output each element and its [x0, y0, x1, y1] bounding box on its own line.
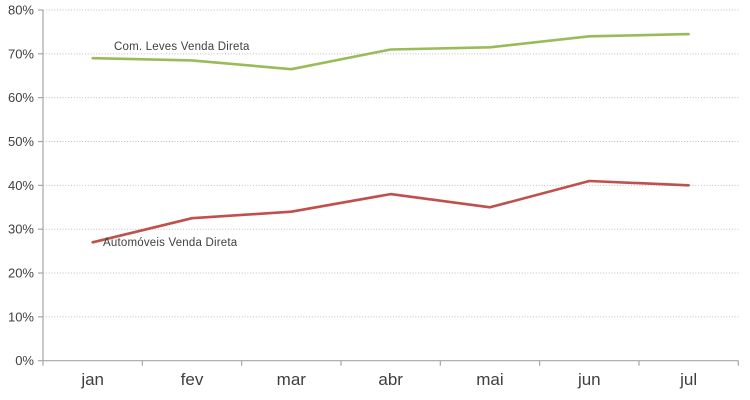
x-axis-tick-label: jun	[577, 370, 601, 389]
x-axis-tick-label: jan	[80, 370, 104, 389]
series-line-0	[91, 32, 690, 71]
series-label-automoveis: Automóveis Venda Direta	[103, 237, 238, 249]
x-axis-tick-label: mai	[476, 370, 503, 389]
x-axis-tick-label: mar	[277, 370, 307, 389]
y-axis-tick-label: 30%	[8, 222, 34, 237]
y-axis-tick-label: 80%	[8, 3, 34, 18]
y-axis-tick-label: 20%	[8, 266, 34, 281]
series-line-1	[91, 179, 690, 244]
x-axis-tick-label: abr	[378, 370, 403, 389]
series-label-com-leves: Com. Leves Venda Direta	[114, 41, 250, 53]
x-axis-tick-label: jul	[679, 370, 697, 389]
y-axis-tick-label: 0%	[15, 353, 34, 368]
y-axis-tick-label: 60%	[8, 90, 34, 105]
y-axis-tick-label: 50%	[8, 134, 34, 149]
y-axis-tick-label: 10%	[8, 309, 34, 324]
y-axis-tick-label: 70%	[8, 46, 34, 61]
x-axis-tick-label: fev	[181, 370, 204, 389]
y-axis-tick-label: 40%	[8, 178, 34, 193]
